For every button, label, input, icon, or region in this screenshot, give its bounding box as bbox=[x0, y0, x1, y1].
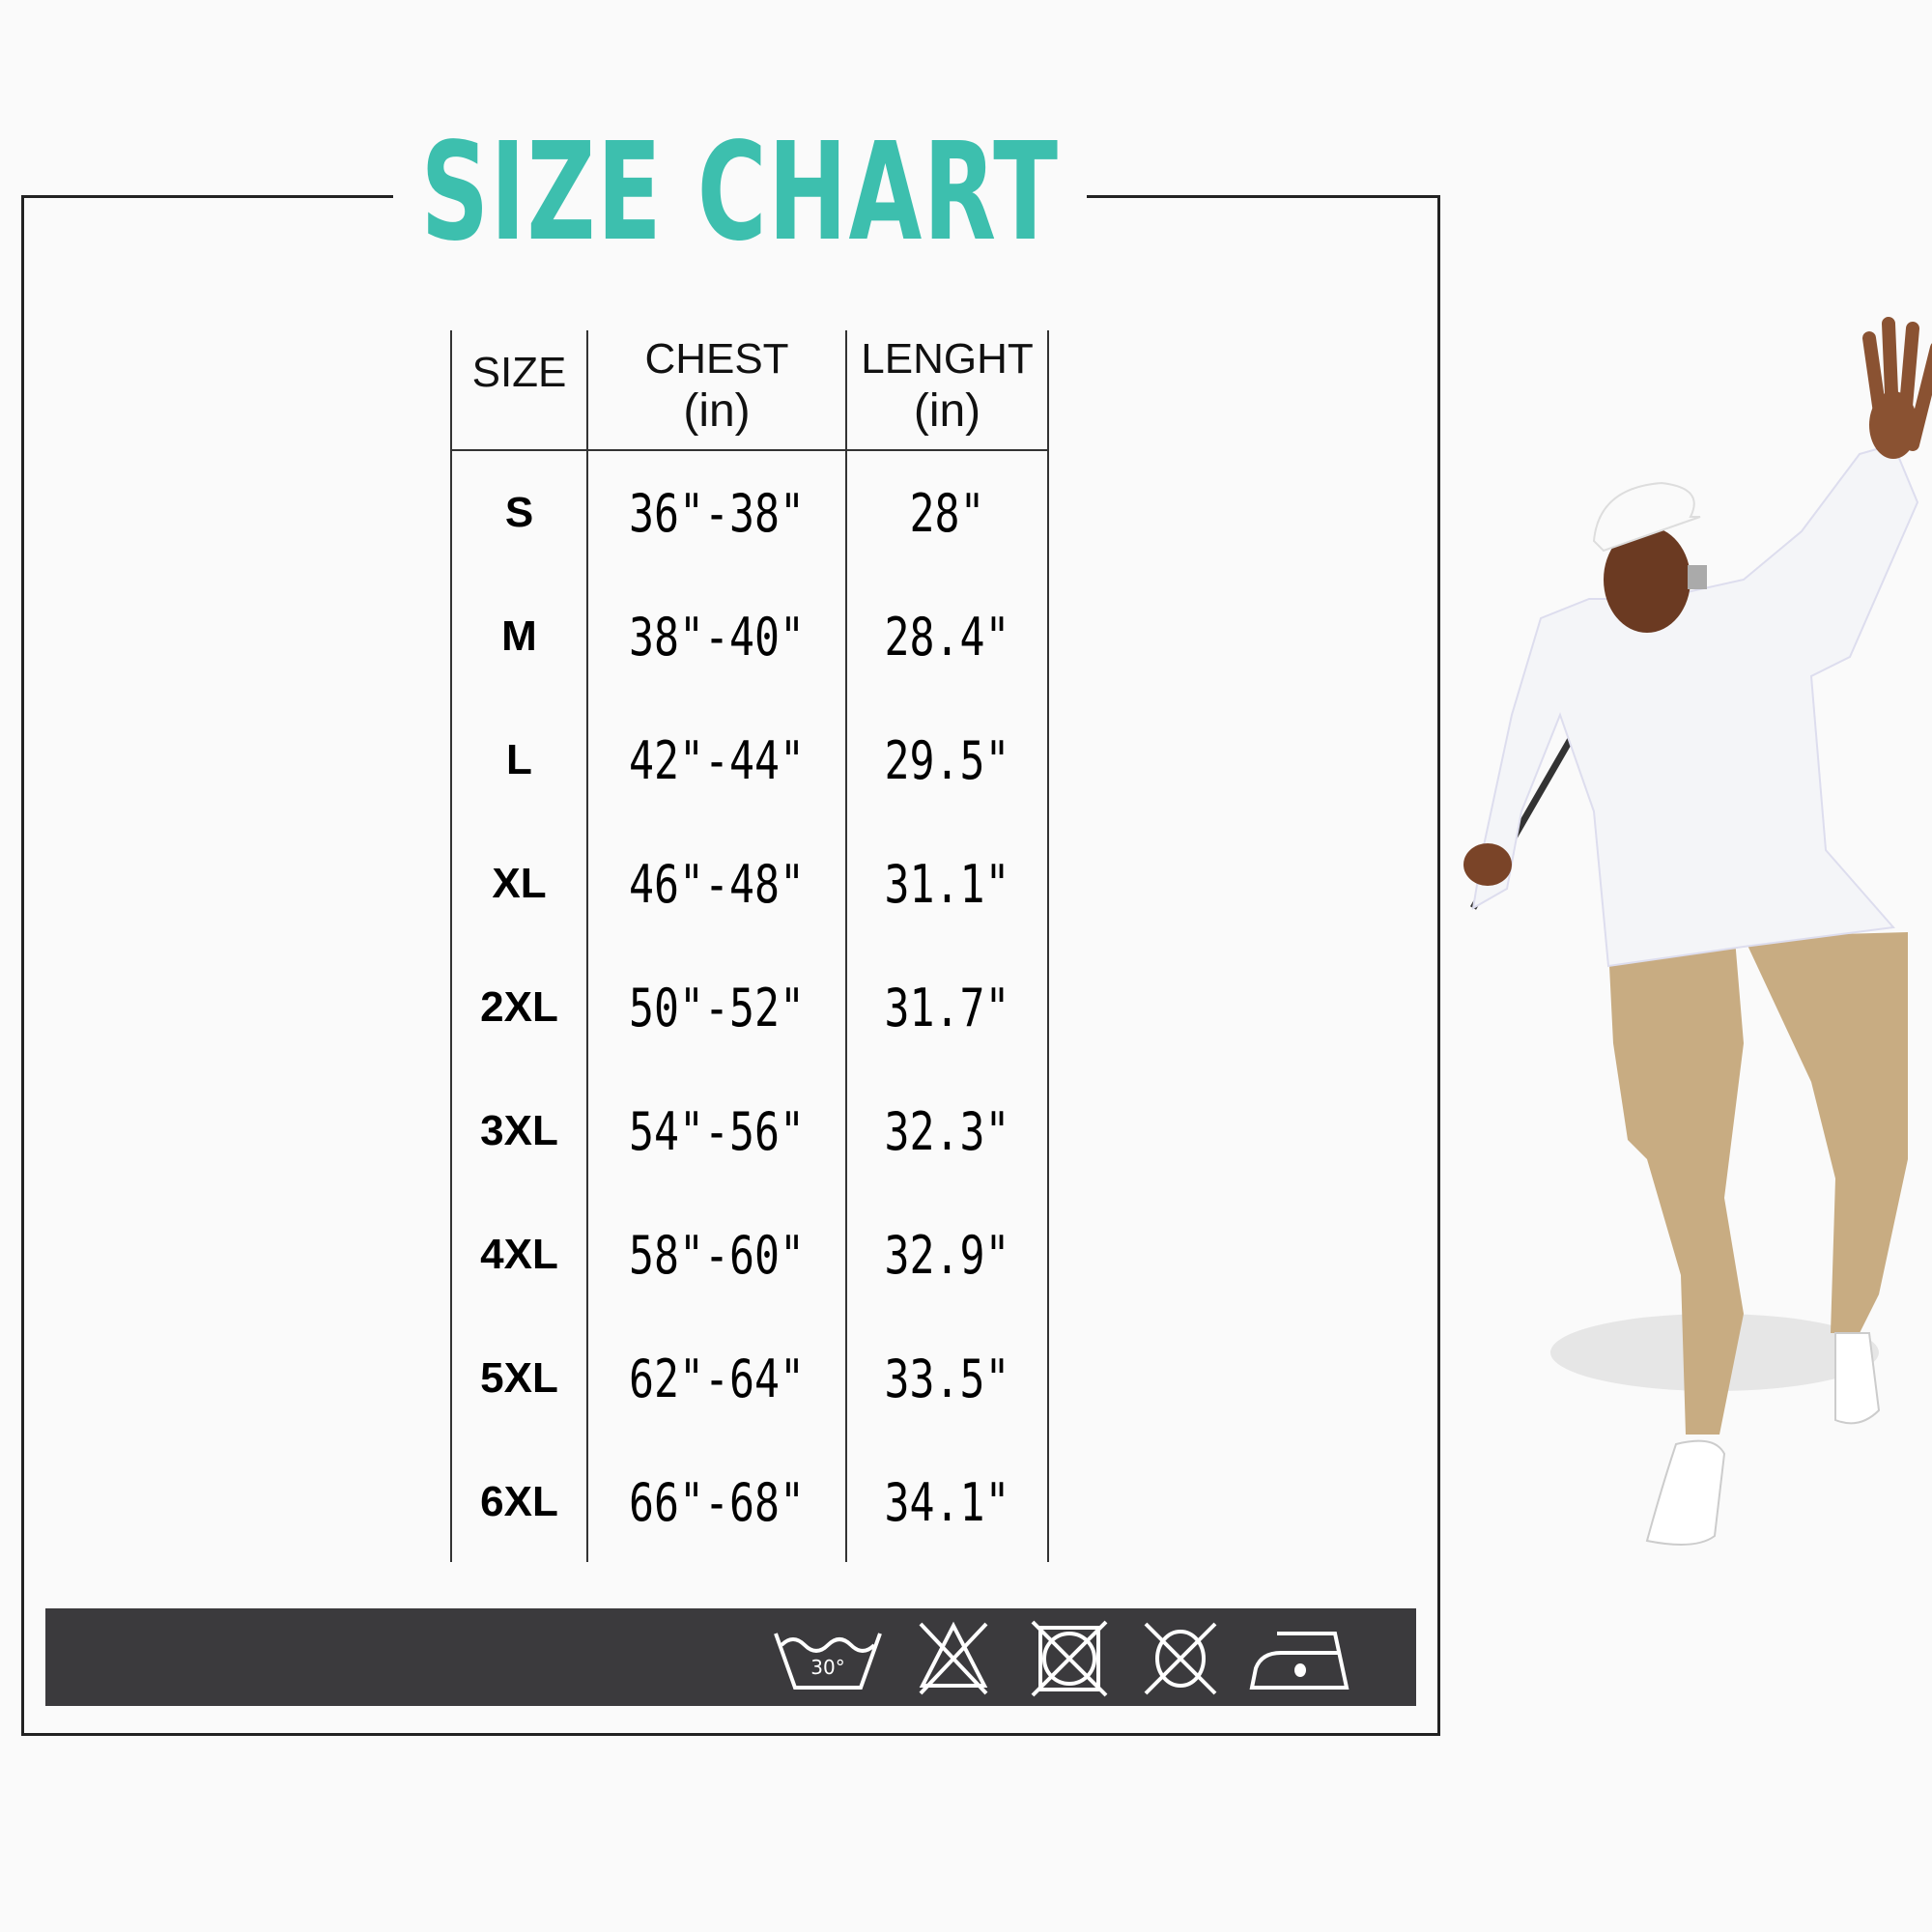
iron-low-icon bbox=[1249, 1632, 1350, 1690]
frame-divider bbox=[1087, 195, 1440, 198]
header-length: LENGHT (in) bbox=[846, 334, 1048, 439]
header-size: SIZE bbox=[451, 348, 587, 398]
table-row: L 42"-44" 29.5" bbox=[451, 698, 1048, 822]
model-photo bbox=[1463, 317, 1932, 1546]
length-cell: 31.7" bbox=[884, 977, 1010, 1038]
header-divider bbox=[451, 449, 1048, 451]
size-cell: 6XL bbox=[480, 1478, 558, 1525]
do-not-dry-clean-icon bbox=[1144, 1622, 1217, 1695]
size-cell: L bbox=[506, 736, 532, 783]
wash-temperature: 30° bbox=[810, 1656, 844, 1679]
table-row: 4XL 58"-60" 32.9" bbox=[451, 1193, 1048, 1317]
size-cell: M bbox=[501, 612, 537, 660]
table-border bbox=[586, 330, 588, 1562]
table-row: 3XL 54"-56" 32.3" bbox=[451, 1069, 1048, 1193]
chest-cell: 42"-44" bbox=[628, 729, 806, 791]
table-row: 2XL 50"-52" 31.7" bbox=[451, 946, 1048, 1069]
length-cell: 34.1" bbox=[884, 1471, 1010, 1533]
table-row: XL 46"-48" 31.1" bbox=[451, 822, 1048, 946]
header-chest-unit: (in) bbox=[683, 385, 751, 437]
do-not-bleach-icon bbox=[919, 1621, 988, 1695]
page-title: SIZE CHART bbox=[420, 114, 1060, 271]
length-cell: 33.5" bbox=[884, 1348, 1010, 1409]
size-cell: 5XL bbox=[480, 1354, 558, 1402]
care-instructions-bar: 30° bbox=[45, 1608, 1416, 1706]
size-cell: 4XL bbox=[480, 1231, 558, 1278]
header-size-label: SIZE bbox=[471, 349, 567, 396]
length-cell: 31.1" bbox=[884, 853, 1010, 915]
table-row: M 38"-40" 28.4" bbox=[451, 575, 1048, 698]
chart-frame bbox=[21, 197, 1440, 1736]
table-border bbox=[450, 330, 452, 1562]
chest-cell: 62"-64" bbox=[628, 1348, 806, 1409]
chest-cell: 58"-60" bbox=[628, 1224, 806, 1286]
chest-cell: 38"-40" bbox=[628, 606, 806, 668]
length-cell: 28" bbox=[909, 482, 985, 544]
table-border bbox=[845, 330, 847, 1562]
chest-cell: 54"-56" bbox=[628, 1100, 806, 1162]
length-cell: 28.4" bbox=[884, 606, 1010, 668]
table-border bbox=[1047, 330, 1049, 1562]
chest-cell: 46"-48" bbox=[628, 853, 806, 915]
length-cell: 32.3" bbox=[884, 1100, 1010, 1162]
header-chest: CHEST (in) bbox=[587, 334, 846, 439]
table-row: 5XL 62"-64" 33.5" bbox=[451, 1317, 1048, 1440]
header-chest-label: CHEST bbox=[644, 335, 789, 383]
length-cell: 32.9" bbox=[884, 1224, 1010, 1286]
size-cell: XL bbox=[492, 860, 547, 907]
size-cell: 3XL bbox=[480, 1107, 558, 1154]
size-cell: S bbox=[504, 489, 534, 536]
size-cell: 2XL bbox=[480, 983, 558, 1031]
chest-cell: 36"-38" bbox=[628, 482, 806, 544]
table-row: S 36"-38" 28" bbox=[451, 451, 1048, 575]
header-length-label: LENGHT bbox=[861, 335, 1034, 383]
wash-30-icon: 30° bbox=[774, 1633, 882, 1690]
do-not-tumble-dry-icon bbox=[1031, 1620, 1108, 1697]
length-cell: 29.5" bbox=[884, 729, 1010, 791]
frame-divider bbox=[21, 195, 393, 198]
header-length-unit: (in) bbox=[913, 385, 981, 437]
chest-cell: 50"-52" bbox=[628, 977, 806, 1038]
chest-cell: 66"-68" bbox=[628, 1471, 806, 1533]
table-row: 6XL 66"-68" 34.1" bbox=[451, 1440, 1048, 1564]
